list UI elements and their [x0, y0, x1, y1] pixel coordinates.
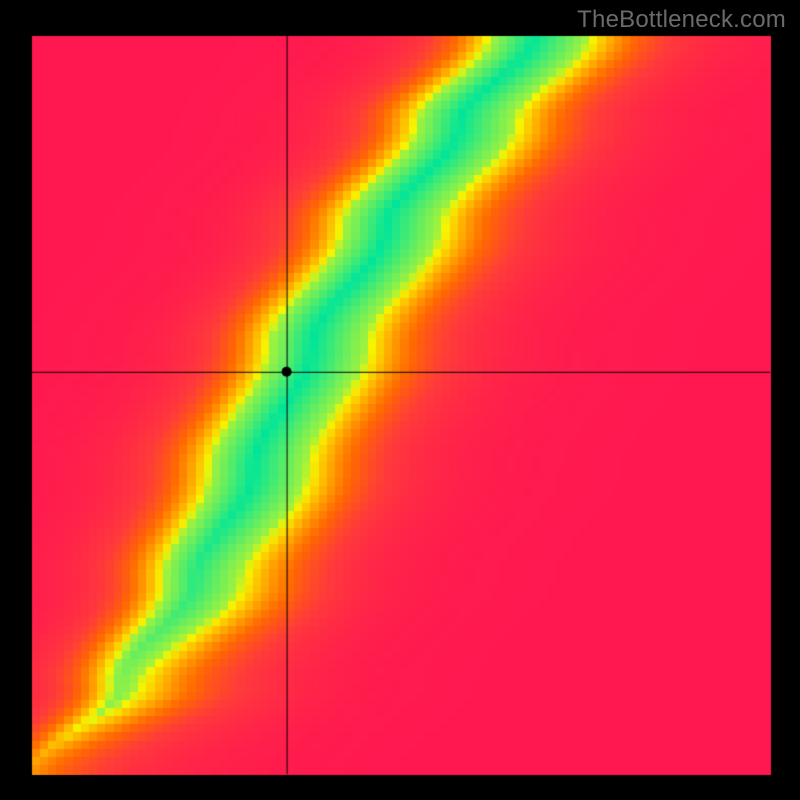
chart-container: TheBottleneck.com	[0, 0, 800, 800]
watermark-text: TheBottleneck.com	[577, 6, 786, 34]
heatmap-plot	[0, 0, 800, 800]
